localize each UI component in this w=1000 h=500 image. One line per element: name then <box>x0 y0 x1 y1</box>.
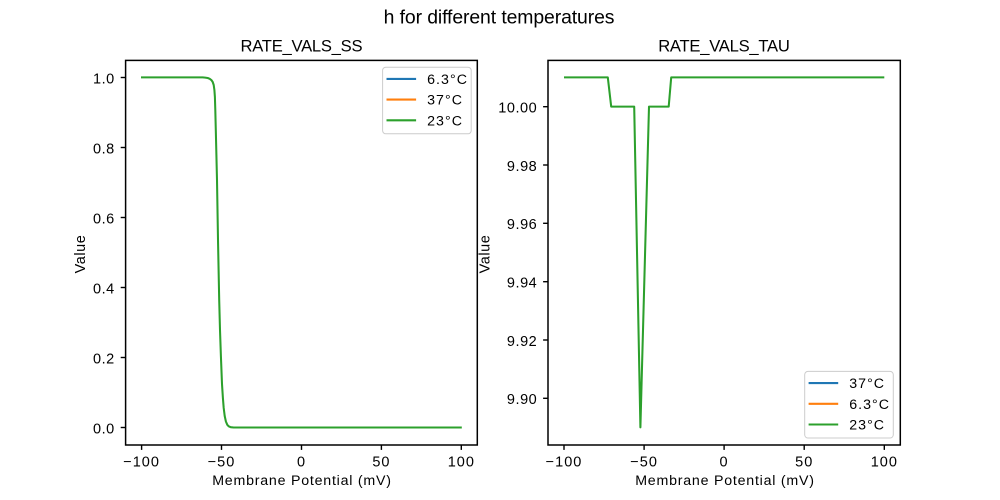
svg-text:0: 0 <box>297 454 306 470</box>
svg-text:0.0: 0.0 <box>93 421 115 437</box>
svg-text:37°C: 37°C <box>849 376 885 392</box>
svg-text:Membrane Potential (mV): Membrane Potential (mV) <box>635 473 815 489</box>
svg-text:9.92: 9.92 <box>507 334 537 350</box>
svg-text:−100: −100 <box>123 454 160 470</box>
svg-text:9.90: 9.90 <box>507 392 537 408</box>
svg-text:Value: Value <box>73 235 89 274</box>
svg-text:0.6: 0.6 <box>93 211 115 227</box>
svg-text:50: 50 <box>372 454 390 470</box>
svg-text:0.8: 0.8 <box>93 141 115 157</box>
svg-text:0.4: 0.4 <box>93 281 115 297</box>
svg-text:RATE_VALS_SS: RATE_VALS_SS <box>240 36 362 55</box>
svg-text:23°C: 23°C <box>427 113 463 129</box>
svg-text:−50: −50 <box>630 454 658 470</box>
svg-text:9.96: 9.96 <box>507 217 537 233</box>
svg-text:1.0: 1.0 <box>93 71 115 87</box>
svg-text:0: 0 <box>720 454 729 470</box>
svg-text:10.00: 10.00 <box>498 101 537 117</box>
svg-text:Value: Value <box>478 235 494 274</box>
svg-text:50: 50 <box>795 454 813 470</box>
svg-text:9.94: 9.94 <box>507 276 537 292</box>
svg-text:23°C: 23°C <box>849 418 885 434</box>
svg-text:−50: −50 <box>208 454 236 470</box>
svg-text:100: 100 <box>871 454 898 470</box>
svg-text:Membrane Potential (mV): Membrane Potential (mV) <box>212 473 392 489</box>
svg-text:RATE_VALS_TAU: RATE_VALS_TAU <box>658 36 789 55</box>
svg-text:−100: −100 <box>546 454 583 470</box>
svg-text:6.3°C: 6.3°C <box>427 72 468 88</box>
svg-text:6.3°C: 6.3°C <box>849 397 890 413</box>
svg-text:0.2: 0.2 <box>93 351 115 367</box>
svg-text:h for different temperatures: h for different temperatures <box>384 7 615 29</box>
svg-text:9.98: 9.98 <box>507 159 537 175</box>
svg-text:37°C: 37°C <box>427 93 463 109</box>
svg-text:100: 100 <box>448 454 475 470</box>
